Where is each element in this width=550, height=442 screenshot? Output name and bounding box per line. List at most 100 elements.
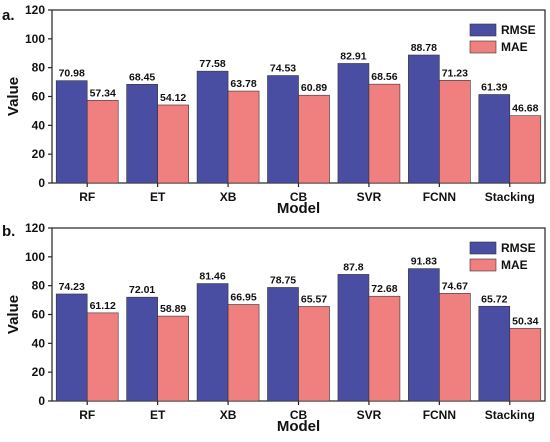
data-label: 66.95 — [230, 291, 256, 303]
bar-mae — [439, 293, 471, 402]
x-tick-label: ET — [150, 408, 166, 422]
data-label: 91.83 — [411, 256, 437, 268]
data-label: 50.34 — [512, 315, 538, 327]
data-label: 78.75 — [270, 274, 296, 286]
x-tick-label: CB — [290, 190, 308, 204]
y-axis-title: Value — [5, 295, 22, 334]
data-label: 61.39 — [481, 81, 507, 93]
bar-rmse — [337, 63, 370, 184]
bar-mae — [368, 83, 401, 184]
legend-label-rmse: RMSE — [501, 23, 536, 37]
bar-mae — [368, 295, 401, 402]
bar-rmse — [126, 84, 158, 184]
data-label: 60.89 — [301, 82, 327, 94]
y-tick-label: 40 — [32, 118, 46, 132]
x-tick-label: Stacking — [485, 190, 535, 204]
y-tick-label: 20 — [32, 147, 46, 161]
legend-swatch-rmse — [469, 23, 497, 37]
bar-mae — [157, 104, 189, 184]
bar-mae — [298, 306, 330, 402]
data-label: 65.72 — [481, 293, 507, 305]
bar-rmse — [126, 296, 158, 402]
data-label: 72.01 — [129, 284, 155, 296]
data-label: 74.23 — [59, 281, 85, 293]
panel-label: b. — [2, 223, 15, 240]
data-label: 70.98 — [59, 68, 85, 80]
y-tick-label: 100 — [25, 32, 45, 46]
y-tick-label: 60 — [32, 90, 46, 104]
bar-mae — [86, 100, 119, 184]
y-tick-label: 0 — [38, 176, 45, 190]
x-tick-label: CB — [290, 408, 308, 422]
y-tick-label: 80 — [32, 61, 46, 75]
data-label: 68.45 — [129, 71, 155, 83]
panel-label: a. — [2, 7, 15, 24]
bar-mae — [227, 90, 260, 184]
bar-rmse — [196, 70, 229, 184]
y-tick-label: 80 — [32, 279, 46, 293]
data-label: 74.53 — [270, 63, 296, 75]
x-tick-label: RF — [79, 190, 95, 204]
legend-swatch-rmse — [469, 241, 497, 255]
data-label: 46.68 — [512, 103, 538, 115]
bar-mae — [86, 312, 119, 402]
y-tick-label: 40 — [32, 336, 46, 350]
bar-mae — [509, 328, 542, 402]
x-tick-label: FCNN — [423, 190, 456, 204]
data-label: 71.23 — [442, 67, 468, 79]
bar-rmse — [55, 293, 88, 402]
data-label: 81.46 — [199, 271, 225, 283]
data-label: 57.34 — [90, 87, 116, 99]
bar-rmse — [408, 54, 440, 184]
bar-mae — [509, 115, 542, 184]
legend-label-rmse: RMSE — [501, 241, 536, 255]
x-tick-label: XB — [220, 190, 237, 204]
bar-mae — [439, 80, 471, 184]
data-label: 82.91 — [340, 50, 366, 62]
legend-label-mae: MAE — [501, 258, 528, 272]
y-axis-title: Value — [5, 77, 22, 116]
data-label: 63.78 — [230, 78, 256, 90]
x-tick-label: RF — [79, 408, 95, 422]
x-tick-label: Stacking — [485, 408, 535, 422]
y-tick-label: 120 — [25, 3, 45, 17]
bar-rmse — [55, 80, 88, 184]
bar-mae — [227, 304, 260, 402]
x-tick-label: SVR — [357, 190, 382, 204]
data-label: 74.67 — [442, 280, 468, 292]
data-label: 88.78 — [411, 42, 437, 54]
y-tick-label: 0 — [38, 394, 45, 408]
data-label: 87.8 — [343, 261, 364, 273]
bar-rmse — [196, 283, 229, 402]
y-tick-label: 60 — [32, 308, 46, 322]
x-tick-label: FCNN — [423, 408, 456, 422]
bar-mae — [298, 94, 330, 184]
data-label: 58.89 — [160, 303, 186, 315]
data-label: 61.12 — [90, 300, 116, 312]
bar-rmse — [267, 287, 299, 402]
bar-rmse — [478, 305, 511, 402]
legend-label-mae: MAE — [501, 40, 528, 54]
x-tick-label: SVR — [357, 408, 382, 422]
legend-swatch-mae — [469, 258, 497, 272]
bar-mae — [157, 315, 189, 402]
data-label: 77.58 — [199, 58, 225, 70]
bar-rmse — [337, 274, 370, 402]
x-axis-title: Model — [277, 418, 320, 435]
bar-rmse — [267, 75, 299, 184]
y-tick-label: 120 — [25, 221, 45, 235]
data-label: 65.57 — [301, 293, 327, 305]
data-label: 68.56 — [371, 71, 397, 83]
data-label: 54.12 — [160, 92, 186, 104]
bar-rmse — [478, 94, 511, 184]
legend-swatch-mae — [469, 40, 497, 54]
x-tick-label: ET — [150, 190, 166, 204]
y-tick-label: 100 — [25, 250, 45, 264]
x-tick-label: XB — [220, 408, 237, 422]
x-axis-title: Model — [277, 200, 320, 217]
bar-rmse — [408, 268, 440, 402]
data-label: 72.68 — [371, 283, 397, 295]
y-tick-label: 20 — [32, 365, 46, 379]
